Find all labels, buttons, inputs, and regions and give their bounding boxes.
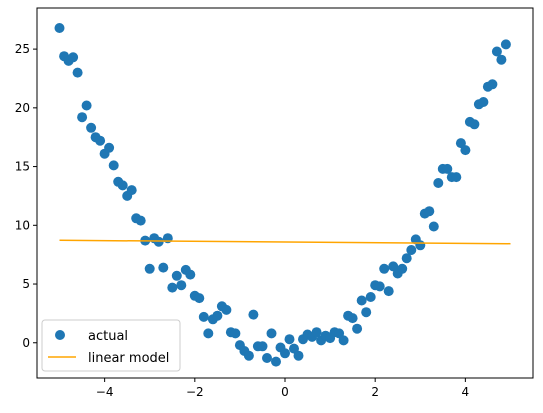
scatter-point-11 xyxy=(104,142,115,153)
scatter-point-48 xyxy=(271,356,281,367)
y-tick-label: 10 xyxy=(15,218,30,232)
x-tick-label: −2 xyxy=(186,385,204,399)
scatter-point-45 xyxy=(257,341,268,352)
scatter-point-82 xyxy=(424,206,435,217)
scatter-point-98 xyxy=(496,54,507,65)
scatter-point-78 xyxy=(406,245,417,255)
scatter-point-43 xyxy=(248,309,259,320)
y-tick-label: 15 xyxy=(15,160,30,174)
scatter-point-92 xyxy=(469,119,480,130)
scatter-point-90 xyxy=(460,145,471,156)
scatter-point-67 xyxy=(356,295,367,306)
scatter-point-20 xyxy=(144,263,155,274)
scatter-point-84 xyxy=(433,178,444,188)
y-tick-label: 25 xyxy=(15,42,30,56)
scatter-point-29 xyxy=(185,269,196,280)
scatter-point-53 xyxy=(293,350,304,361)
scatter-point-25 xyxy=(167,282,178,293)
scatter-point-83 xyxy=(428,221,439,232)
scatter-point-73 xyxy=(383,286,394,297)
scatter-point-7 xyxy=(86,122,97,133)
scatter-point-86 xyxy=(442,163,453,174)
plot-area xyxy=(54,23,511,367)
y-tick-label: 5 xyxy=(22,277,30,291)
scatter-point-63 xyxy=(338,335,349,346)
x-tick-label: 2 xyxy=(371,385,379,399)
scatter-point-4 xyxy=(72,67,83,78)
y-tick-label: 20 xyxy=(15,101,30,115)
x-tick-label: −4 xyxy=(96,385,114,399)
scatter-point-0 xyxy=(54,23,65,33)
scatter-point-71 xyxy=(374,281,385,292)
scatter-point-51 xyxy=(284,334,295,345)
legend-marker-actual xyxy=(55,330,65,340)
legend-label-actual: actual xyxy=(88,329,128,344)
scatter-point-23 xyxy=(158,262,169,273)
scatter-point-5 xyxy=(77,112,88,123)
scatter-point-96 xyxy=(487,79,498,90)
x-tick-label: 0 xyxy=(281,385,289,399)
y-tick-label: 0 xyxy=(22,336,30,350)
scatter-point-69 xyxy=(365,292,376,302)
scatter-point-14 xyxy=(117,180,128,191)
scatter-point-68 xyxy=(361,307,372,318)
scatter-point-80 xyxy=(415,240,426,251)
scatter-point-57 xyxy=(311,327,322,338)
scatter-point-88 xyxy=(451,172,462,183)
scatter-point-50 xyxy=(280,348,290,359)
scatter-point-9 xyxy=(95,135,106,146)
scatter-point-12 xyxy=(108,160,119,171)
scatter-point-77 xyxy=(401,253,412,264)
scatter-point-35 xyxy=(212,310,223,321)
scatter-point-65 xyxy=(347,313,358,324)
scatter-point-33 xyxy=(203,328,214,339)
scatter-point-26 xyxy=(171,270,182,281)
scatter-point-94 xyxy=(478,97,489,107)
scatter-point-27 xyxy=(176,280,187,291)
scatter-point-52 xyxy=(289,343,299,354)
scatter-point-6 xyxy=(81,100,92,111)
scatter-point-42 xyxy=(243,350,254,361)
scatter-point-32 xyxy=(198,311,209,322)
scatter-point-76 xyxy=(397,263,408,274)
scatter-point-46 xyxy=(262,353,272,363)
scatter-point-66 xyxy=(352,323,363,334)
linear-model-line xyxy=(59,239,511,245)
x-tick-label: 4 xyxy=(462,385,470,399)
scatter-point-74 xyxy=(388,261,399,272)
scatter-point-31 xyxy=(194,293,205,304)
scatter-point-16 xyxy=(126,185,137,196)
legend-label-linear-model: linear model xyxy=(88,351,169,366)
scatter-point-47 xyxy=(266,328,277,339)
scatter-point-3 xyxy=(68,52,79,63)
scatter-point-18 xyxy=(135,215,146,226)
scatter-point-97 xyxy=(491,46,502,57)
axis-ticks: −4 −2 0 2 4 0 5 10 15 20 25 xyxy=(15,42,469,399)
legend: actual linear model xyxy=(41,319,181,372)
scatter-point-37 xyxy=(221,304,232,315)
scatter-point-72 xyxy=(379,263,390,274)
scatter-point-99 xyxy=(500,39,511,50)
scatter-point-39 xyxy=(230,328,241,339)
legend-box xyxy=(41,319,181,372)
